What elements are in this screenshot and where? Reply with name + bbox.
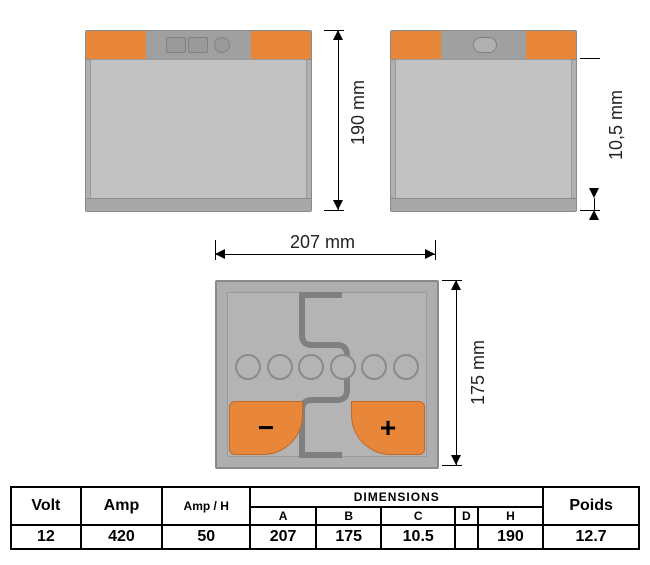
battery-dimension-diagram: 190 mm 10,5 mm 207 mm	[10, 10, 640, 480]
col-volt: Volt	[11, 487, 81, 525]
front-terminal-cover-right	[251, 31, 311, 59]
vent-cap-icon	[393, 354, 419, 380]
front-cap	[86, 31, 311, 60]
val-B: 175	[316, 525, 382, 549]
col-dimensions: DIMENSIONS	[250, 487, 543, 507]
val-poids: 12.7	[543, 525, 639, 549]
dim-arrow-icon	[333, 30, 343, 40]
vent-cap-icon	[267, 354, 293, 380]
col-A: A	[250, 507, 316, 525]
col-poids: Poids	[543, 487, 639, 525]
dim-arrow-icon	[589, 188, 599, 198]
vent-cap-icon	[235, 354, 261, 380]
spec-table: Volt Amp Amp / H DIMENSIONS Poids A B C …	[10, 486, 640, 550]
vent-cap-icon	[361, 354, 387, 380]
dim-line-depth	[456, 280, 457, 465]
dim-line-lip	[594, 198, 595, 210]
col-C: C	[381, 507, 455, 525]
table-header-row: Volt Amp Amp / H DIMENSIONS Poids	[11, 487, 639, 507]
side-post-icon	[473, 37, 497, 53]
val-amph: 50	[162, 525, 250, 549]
col-B: B	[316, 507, 382, 525]
front-body	[90, 59, 307, 199]
depth-dimension-label: 175 mm	[468, 340, 489, 405]
dim-arrow-icon	[333, 200, 343, 210]
val-amp: 420	[81, 525, 162, 549]
table-row: 12 420 50 207 175 10.5 190 12.7	[11, 525, 639, 549]
height-dimension-label: 190 mm	[348, 80, 369, 145]
battery-top-view: − +	[215, 280, 439, 469]
dim-arrow-icon	[451, 455, 461, 465]
dim-ext-line	[580, 58, 600, 59]
dim-ext-line	[435, 240, 436, 260]
front-base	[86, 198, 311, 211]
battery-side-view	[390, 30, 577, 212]
side-terminal-cover-left	[391, 31, 441, 59]
lip-dimension-label: 10,5 mm	[606, 90, 627, 160]
front-terminal-cover-left	[86, 31, 146, 59]
front-vent-bump	[188, 37, 208, 53]
val-volt: 12	[11, 525, 81, 549]
col-H: H	[478, 507, 544, 525]
side-base	[391, 198, 576, 211]
vent-cap-icon	[298, 354, 324, 380]
val-D	[455, 525, 478, 549]
dim-line-width	[215, 254, 435, 255]
side-body	[395, 59, 572, 199]
battery-front-view	[85, 30, 312, 212]
col-amph: Amp / H	[162, 487, 250, 525]
dim-ext-line	[324, 210, 344, 211]
col-D: D	[455, 507, 478, 525]
side-cap	[391, 31, 576, 60]
col-amp: Amp	[81, 487, 162, 525]
dim-arrow-icon	[215, 249, 225, 259]
val-A: 207	[250, 525, 316, 549]
dim-arrow-icon	[425, 249, 435, 259]
front-vent-bump	[166, 37, 186, 53]
plus-icon: +	[380, 412, 396, 444]
dim-ext-line	[442, 465, 462, 466]
dim-line-height	[338, 30, 339, 210]
val-C: 10.5	[381, 525, 455, 549]
side-terminal-cover-right	[526, 31, 576, 59]
width-dimension-label: 207 mm	[290, 232, 355, 253]
vent-row	[235, 354, 419, 380]
dim-arrow-icon	[451, 280, 461, 290]
dim-arrow-icon	[589, 210, 599, 220]
front-post-icon	[214, 37, 230, 53]
minus-icon: −	[258, 412, 274, 444]
val-H: 190	[478, 525, 544, 549]
vent-cap-icon	[330, 354, 356, 380]
